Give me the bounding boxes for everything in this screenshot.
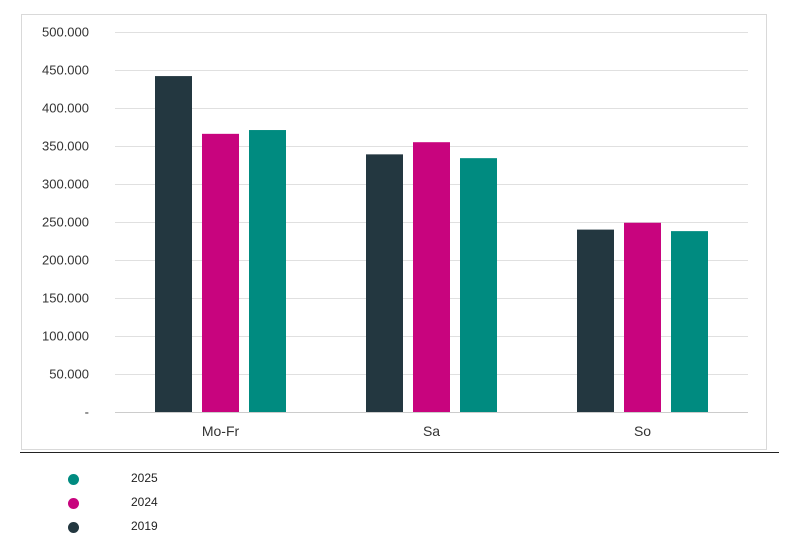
bar-2024-Mo-Fr <box>202 133 239 412</box>
y-tick-label: 100.000 <box>42 329 89 344</box>
y-tick-label: 50.000 <box>49 367 89 382</box>
bar-2019-Mo-Fr <box>155 76 192 412</box>
bar-2025-So <box>671 231 708 412</box>
y-tick-label: 250.000 <box>42 215 89 230</box>
legend-marker-2025 <box>68 474 79 485</box>
legend-marker-2024 <box>68 498 79 509</box>
legend-label-2025: 2025 <box>131 471 158 485</box>
bar-2019-Sa <box>366 154 403 413</box>
y-tick-label: 500.000 <box>42 25 89 40</box>
y-tick-label: 150.000 <box>42 291 89 306</box>
legend-label-2019: 2019 <box>131 519 158 533</box>
y-tick-label: 300.000 <box>42 177 89 192</box>
y-tick-label: - <box>85 405 89 420</box>
x-tick-label: Mo-Fr <box>202 423 240 439</box>
bar-2025-Mo-Fr <box>249 130 286 413</box>
legend-divider <box>20 452 779 453</box>
bar-2024-Sa <box>413 142 450 412</box>
bar-2019-So <box>577 229 614 412</box>
chart-frame <box>21 14 767 450</box>
y-tick-label: 450.000 <box>42 63 89 78</box>
legend-marker-2019 <box>68 522 79 533</box>
bar-2025-Sa <box>460 158 497 412</box>
bar-2024-So <box>624 222 661 412</box>
y-tick-label: 200.000 <box>42 253 89 268</box>
x-tick-label: Sa <box>423 423 440 439</box>
y-tick-label: 350.000 <box>42 139 89 154</box>
x-tick-label: So <box>634 423 651 439</box>
y-tick-label: 400.000 <box>42 101 89 116</box>
legend-label-2024: 2024 <box>131 495 158 509</box>
